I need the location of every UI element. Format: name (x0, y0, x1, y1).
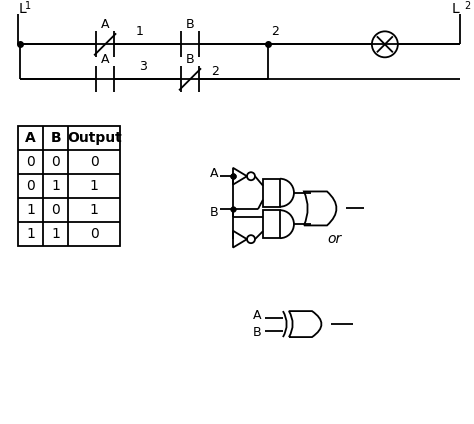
Text: 1: 1 (51, 227, 60, 241)
Text: 2: 2 (464, 1, 470, 11)
Text: 0: 0 (27, 179, 35, 193)
Bar (263, 210, 280, 238)
Text: B: B (210, 206, 218, 219)
Bar (18, 126, 120, 246)
Text: 1: 1 (90, 179, 99, 193)
Text: 0: 0 (51, 203, 60, 217)
Bar (263, 179, 280, 206)
Text: A: A (101, 53, 109, 66)
Text: A: A (253, 309, 261, 322)
Text: 1: 1 (26, 227, 35, 241)
Text: B: B (50, 131, 61, 145)
Text: B: B (186, 18, 194, 31)
Text: 2: 2 (211, 65, 219, 78)
Text: A: A (210, 167, 218, 180)
Text: A: A (25, 131, 36, 145)
Text: 2: 2 (271, 25, 279, 38)
Text: 0: 0 (51, 155, 60, 169)
Text: L: L (452, 3, 460, 17)
Text: 3: 3 (139, 60, 147, 73)
Text: Output: Output (67, 131, 121, 145)
Text: 0: 0 (27, 155, 35, 169)
Text: B: B (186, 53, 194, 66)
Text: 1: 1 (136, 25, 144, 38)
Text: or: or (328, 232, 342, 246)
Text: 0: 0 (90, 227, 99, 241)
Text: L: L (18, 3, 26, 17)
Text: 1: 1 (90, 203, 99, 217)
Text: 1: 1 (25, 1, 31, 11)
Text: 1: 1 (26, 203, 35, 217)
Text: 0: 0 (90, 155, 99, 169)
Text: B: B (252, 326, 261, 339)
Text: 1: 1 (51, 179, 60, 193)
Text: A: A (101, 18, 109, 31)
